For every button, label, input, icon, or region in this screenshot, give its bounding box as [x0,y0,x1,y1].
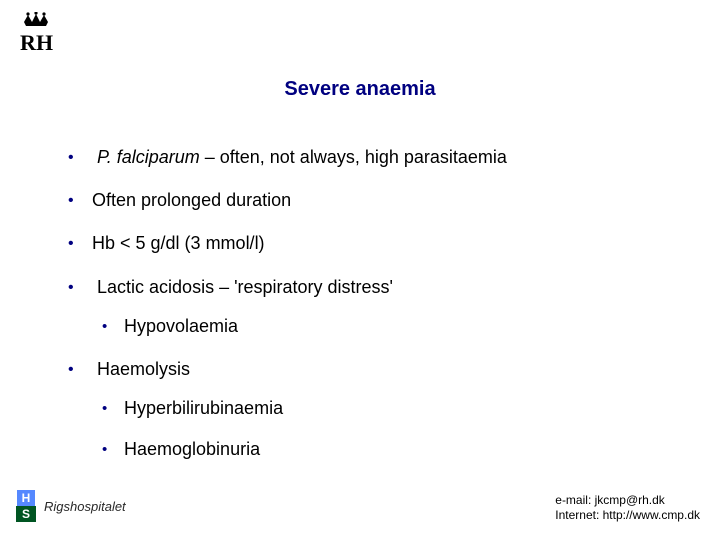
contact-url: Internet: http://www.cmp.dk [555,508,700,524]
slide: { "title": "Severe anaemia", "bullets": … [0,0,720,540]
bullet-item: Hb < 5 g/dl (3 mmol/l) [68,231,680,256]
brand-logo-bottom: H S Rigshospitalet [16,490,126,522]
svg-text:H: H [36,30,53,55]
bullet-text: Lactic acidosis – 'respiratory distress' [97,277,393,297]
sub-bullet-list: Hyperbilirubinaemia Haemoglobinuria [102,396,680,462]
bullet-text: Hb < 5 g/dl (3 mmol/l) [92,233,265,253]
bullet-text: Often prolonged duration [92,190,291,210]
bullet-text: Hyperbilirubinaemia [124,398,283,418]
bullet-item: Haemolysis Hyperbilirubinaemia Haemoglob… [68,357,680,463]
hs-badge-icon: H S [16,490,36,522]
sub-bullet-list: Hypovolaemia [102,314,680,339]
bullet-text: Haemoglobinuria [124,439,260,459]
bullet-list: P. falciparum – often, not always, high … [68,145,680,463]
rh-crown-icon: R H [16,12,56,61]
sub-bullet-item: Hypovolaemia [102,314,680,339]
bullet-item: P. falciparum – often, not always, high … [68,145,680,170]
hs-badge-top: H [17,490,36,506]
hospital-name: Rigshospitalet [44,499,126,514]
bullet-text-italic: P. falciparum [97,147,200,167]
contact-info: e-mail: jkcmp@rh.dk Internet: http://www… [555,493,700,524]
sub-bullet-item: Hyperbilirubinaemia [102,396,680,421]
svg-text:R: R [20,30,37,55]
brand-logo-top: R H [16,12,56,61]
bullet-item: Lactic acidosis – 'respiratory distress'… [68,275,680,339]
bullet-text: Hypovolaemia [124,316,238,336]
content-area: P. falciparum – often, not always, high … [68,145,680,481]
hs-badge-bot: S [16,506,36,522]
contact-email: e-mail: jkcmp@rh.dk [555,493,700,509]
sub-bullet-item: Haemoglobinuria [102,437,680,462]
bullet-text: – often, not always, high parasitaemia [200,147,507,167]
slide-title: Severe anaemia [0,78,720,101]
bullet-text: Haemolysis [97,359,190,379]
bullet-item: Often prolonged duration [68,188,680,213]
